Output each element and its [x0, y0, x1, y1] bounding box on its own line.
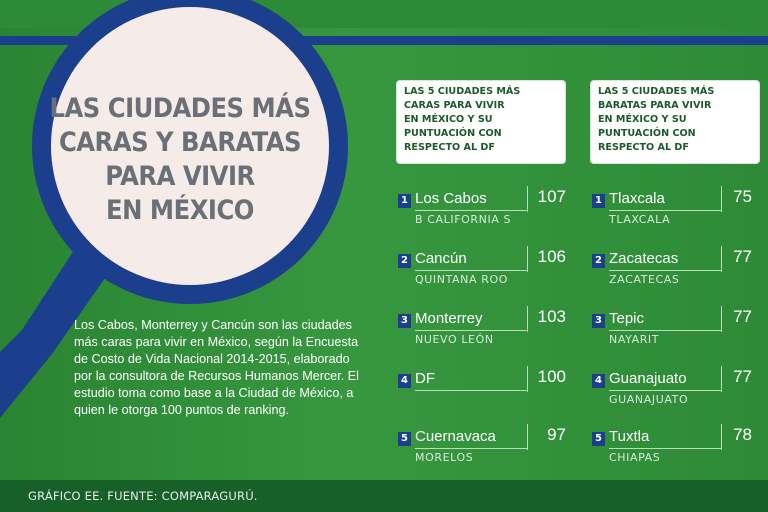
footer-bar: GRÁFICO EE. FUENTE: COMPARAGURÚ.: [0, 480, 768, 512]
header-line: RESPECTO AL DF: [598, 142, 689, 153]
expensive-header-box: LAS 5 CIUDADES MÁS CARAS PARA VIVIR EN M…: [396, 80, 566, 164]
header-line: CARAS PARA VIVIR: [404, 100, 505, 111]
divider: [609, 390, 721, 391]
divider: [415, 448, 527, 449]
header-line: EN MÉXICO Y SU: [404, 114, 493, 125]
header-line: BARATAS PARA VIVIR: [598, 100, 712, 111]
divider: [721, 246, 722, 272]
cheap-row: 2 Zacatecas ZACATECAS 77: [592, 246, 760, 296]
city-name: Guanajuato: [609, 370, 687, 387]
score-value: 106: [537, 247, 566, 266]
score-value: 77: [733, 307, 752, 326]
city-name: Tuxtla: [609, 428, 650, 445]
divider: [415, 270, 527, 271]
magnifying-glass-icon: [0, 0, 348, 418]
divider: [527, 424, 528, 450]
divider: [415, 210, 527, 211]
divider: [527, 186, 528, 212]
state-name: QUINTANA ROO: [415, 273, 508, 286]
state-name: NAYARIT: [609, 333, 660, 346]
expensive-row: 4 DF 100: [398, 366, 570, 416]
divider: [721, 306, 722, 332]
rank-badge: 3: [592, 314, 605, 328]
score-value: 77: [733, 367, 752, 386]
divider: [527, 246, 528, 272]
rank-badge: 1: [592, 194, 605, 208]
divider: [609, 330, 721, 331]
expensive-row: 1 Los Cabos B CALIFORNIA S 107: [398, 186, 570, 236]
state-name: GUANAJUATO: [609, 393, 689, 406]
city-name: Los Cabos: [415, 190, 487, 207]
rank-badge: 2: [398, 254, 411, 268]
city-name: Tepic: [609, 310, 645, 327]
divider: [609, 270, 721, 271]
state-name: NUEVO LEÓN: [415, 333, 494, 346]
blue-stripe: [0, 36, 768, 45]
description-text: Los Cabos, Monterrey y Cancún son las ci…: [74, 318, 359, 417]
city-name: Monterrey: [415, 310, 483, 327]
expensive-row: 3 Monterrey NUEVO LEÓN 103: [398, 306, 570, 356]
title-line: EN MÉXICO: [106, 195, 254, 226]
city-name: Tlaxcala: [609, 190, 665, 207]
header-line: LAS 5 CIUDADES MÁS: [404, 86, 521, 97]
title-line: LAS CIUDADES MÁS: [49, 93, 311, 124]
cheap-row: 3 Tepic NAYARIT 77: [592, 306, 760, 356]
cheap-row: 4 Guanajuato GUANAJUATO 77: [592, 366, 760, 416]
divider: [415, 390, 527, 391]
cheap-row: 5 Tuxtla CHIAPAS 78: [592, 424, 760, 474]
state-name: B CALIFORNIA S: [415, 213, 512, 226]
rank-badge: 4: [592, 374, 605, 388]
score-value: 103: [537, 307, 566, 326]
expensive-row: 2 Cancún QUINTANA ROO 106: [398, 246, 570, 296]
title-line: PARA VIVIR: [105, 161, 255, 192]
score-value: 75: [733, 187, 752, 206]
rank-badge: 2: [592, 254, 605, 268]
score-value: 100: [537, 367, 566, 386]
divider: [527, 366, 528, 392]
header-line: PUNTUACIÓN CON: [598, 128, 696, 139]
divider: [527, 306, 528, 332]
divider: [415, 330, 527, 331]
header-line: EN MÉXICO Y SU: [598, 114, 687, 125]
cheap-row: 1 Tlaxcala TLAXCALA 75: [592, 186, 760, 236]
city-name: Zacatecas: [609, 250, 679, 267]
header-line: LAS 5 CIUDADES MÁS: [598, 86, 715, 97]
city-name: DF: [415, 370, 435, 387]
divider: [609, 210, 721, 211]
rank-badge: 1: [398, 194, 411, 208]
city-name: Cancún: [415, 250, 467, 267]
score-value: 97: [547, 425, 566, 444]
title-line: CARAS Y BARATAS: [58, 127, 302, 158]
divider: [721, 424, 722, 450]
state-name: CHIAPAS: [609, 451, 661, 464]
state-name: ZACATECAS: [609, 273, 680, 286]
cheap-header-box: LAS 5 CIUDADES MÁS BARATAS PARA VIVIR EN…: [590, 80, 760, 164]
header-line: RESPECTO AL DF: [404, 142, 495, 153]
header-line: PUNTUACIÓN CON: [404, 128, 502, 139]
expensive-row: 5 Cuernavaca MORELOS 97: [398, 424, 570, 474]
score-value: 77: [733, 247, 752, 266]
divider: [721, 366, 722, 392]
score-value: 78: [733, 425, 752, 444]
divider: [609, 448, 721, 449]
rank-badge: 3: [398, 314, 411, 328]
source-credit: GRÁFICO EE. FUENTE: COMPARAGURÚ.: [28, 489, 258, 503]
state-name: MORELOS: [415, 451, 474, 464]
rank-badge: 4: [398, 374, 411, 388]
score-value: 107: [537, 187, 566, 206]
rank-badge: 5: [398, 432, 411, 446]
city-name: Cuernavaca: [415, 428, 496, 445]
divider: [721, 186, 722, 212]
page-title: LAS CIUDADES MÁS CARAS Y BARATAS PARA VI…: [28, 92, 332, 228]
rank-badge: 5: [592, 432, 605, 446]
state-name: TLAXCALA: [609, 213, 671, 226]
